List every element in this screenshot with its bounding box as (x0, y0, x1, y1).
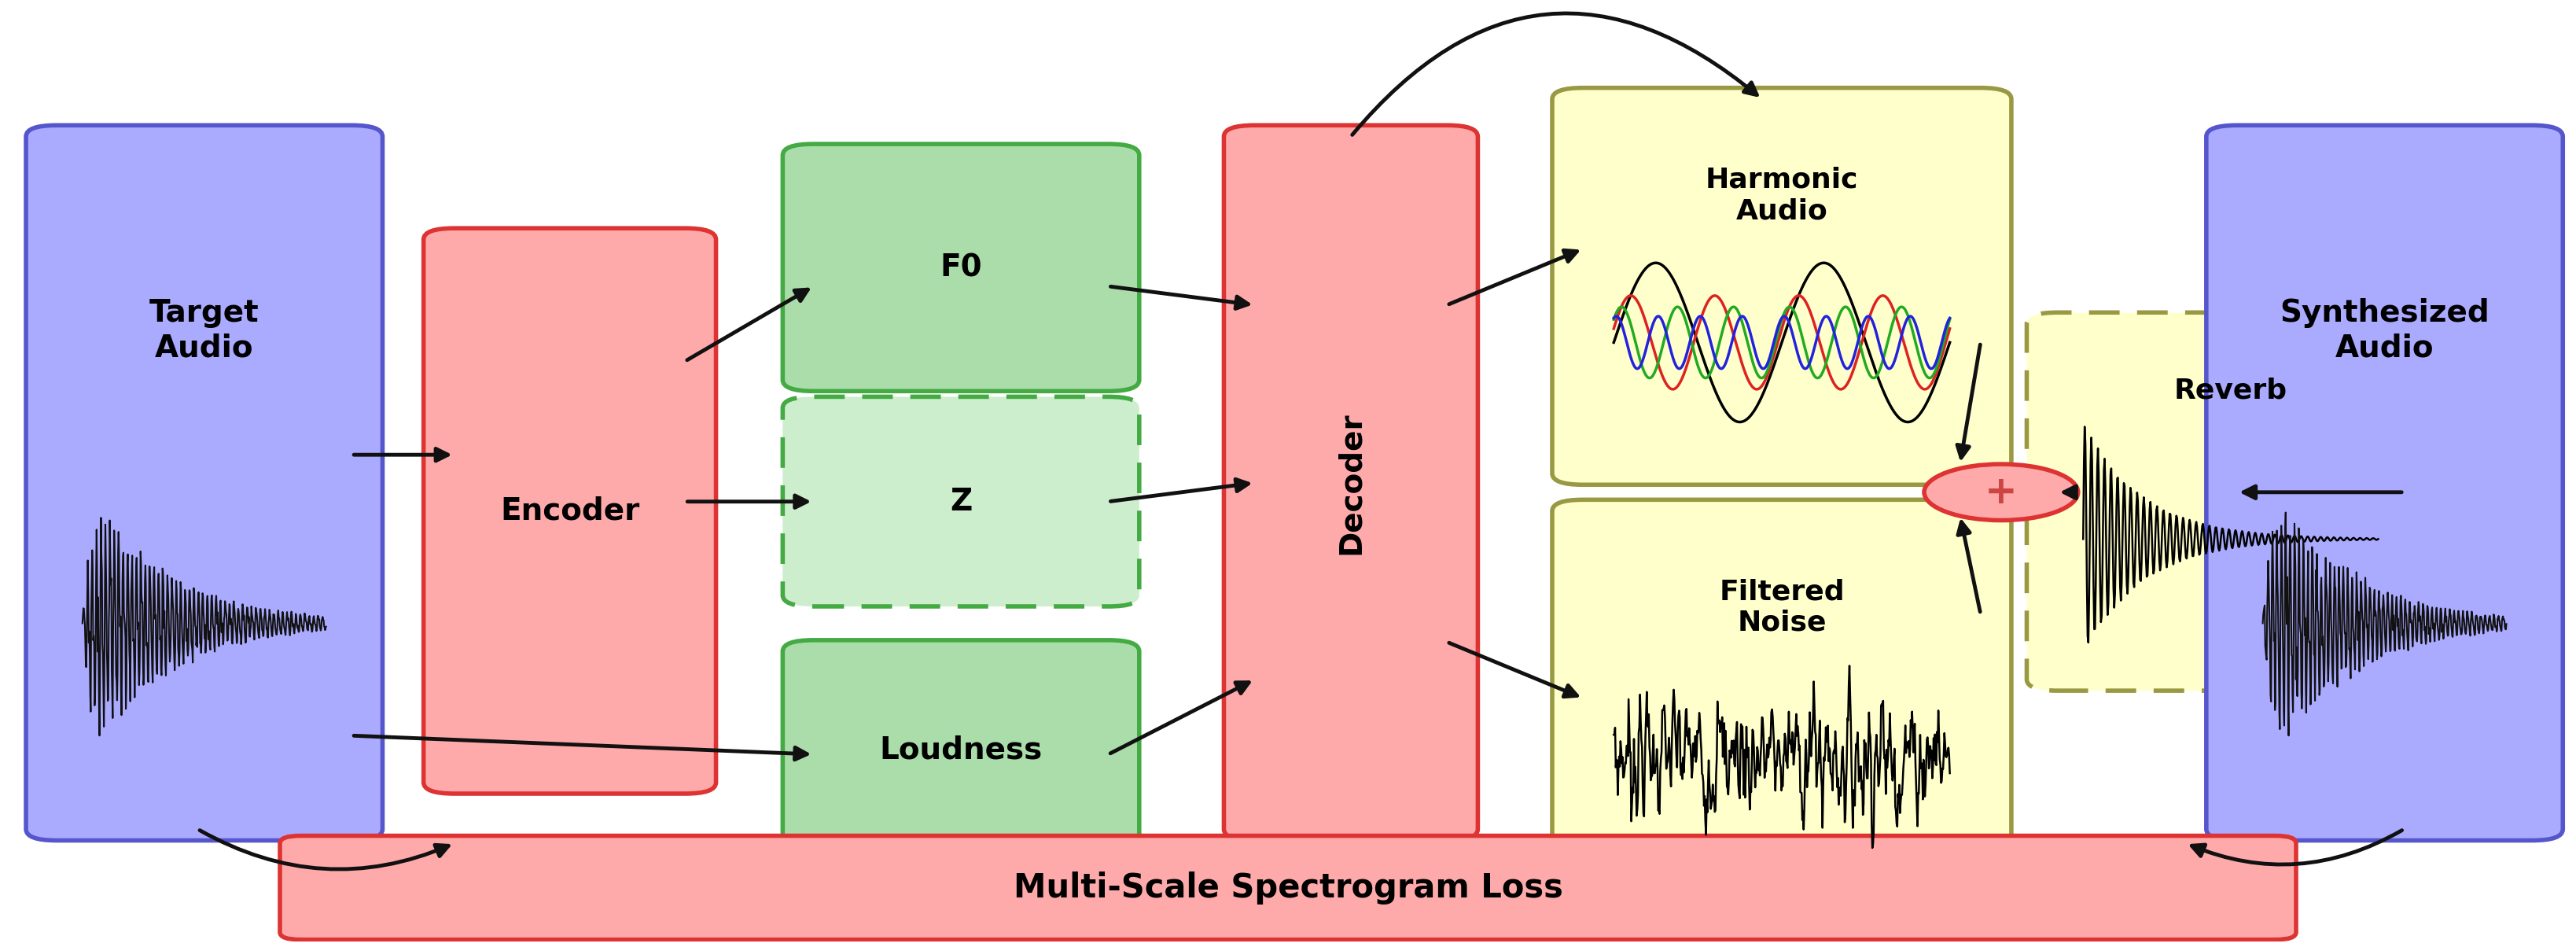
Text: Harmonic
Audio: Harmonic Audio (1705, 167, 1857, 224)
Text: Reverb: Reverb (2174, 377, 2287, 403)
Text: F0: F0 (940, 253, 981, 282)
FancyBboxPatch shape (783, 144, 1139, 391)
Text: Filtered
Noise: Filtered Noise (1718, 579, 1844, 636)
Text: Decoder: Decoder (1337, 411, 1365, 554)
Text: Target
Audio: Target Audio (149, 298, 260, 363)
Circle shape (1924, 464, 2079, 520)
FancyBboxPatch shape (783, 397, 1139, 606)
FancyBboxPatch shape (2027, 313, 2434, 690)
Text: +: + (1984, 474, 2017, 511)
Text: Multi-Scale Spectrogram Loss: Multi-Scale Spectrogram Loss (1012, 871, 1564, 904)
Text: Encoder: Encoder (500, 496, 639, 526)
FancyBboxPatch shape (1224, 125, 1479, 840)
FancyBboxPatch shape (26, 125, 381, 840)
Text: Loudness: Loudness (878, 735, 1043, 764)
FancyBboxPatch shape (1553, 88, 2012, 485)
FancyBboxPatch shape (783, 640, 1139, 859)
FancyBboxPatch shape (2205, 125, 2563, 840)
FancyBboxPatch shape (422, 228, 716, 794)
Text: Synthesized
Audio: Synthesized Audio (2280, 298, 2488, 363)
FancyBboxPatch shape (1553, 500, 2012, 897)
Text: Z: Z (951, 487, 971, 516)
FancyBboxPatch shape (281, 836, 2295, 939)
